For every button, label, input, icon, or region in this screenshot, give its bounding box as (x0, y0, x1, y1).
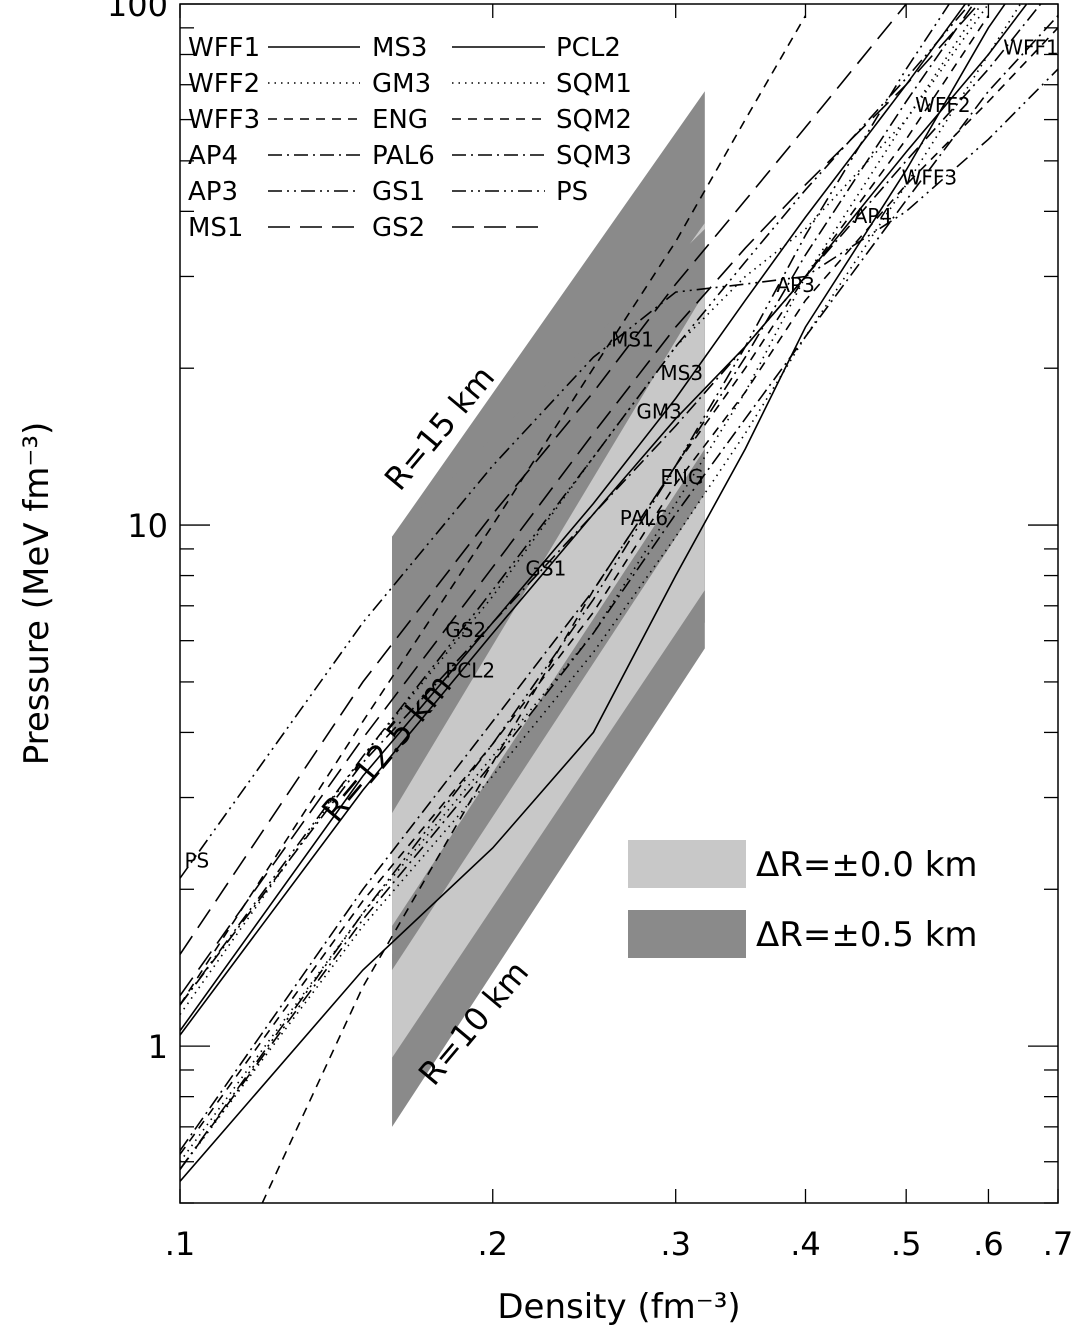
x-axis-title: Density (fm⁻³) (497, 1287, 740, 1327)
plot-frame (179, 3, 1059, 1204)
x-tick-label: .2 (477, 1225, 508, 1263)
band-inner-r-10-km (392, 493, 705, 1058)
curve-label-pcl2: PCL2 (445, 658, 495, 682)
legend-label-pal6: PAL6 (372, 141, 435, 171)
curves-layer (180, 4, 1058, 1203)
curve-label-ms1: MS1 (611, 328, 654, 352)
legend-label-eng: ENG (372, 105, 428, 135)
legend-label-gs1: GS1 (372, 177, 425, 207)
curve-ps (180, 68, 1058, 879)
x-tick-label: .7 (1043, 1225, 1074, 1263)
curve-label-wff1: WFF1 (1003, 35, 1059, 59)
bands-layer: R=15 kmR=12.5 kmR=10 km (314, 91, 705, 1127)
curve-wff3 (180, 27, 1058, 1155)
x-tick-label: .5 (891, 1225, 922, 1263)
band-legend-label: ΔR=±0.0 km (756, 845, 978, 885)
curve-gs1 (180, 4, 971, 1006)
legend-label-ap3: AP3 (188, 177, 238, 207)
curve-label-eng: ENG (660, 465, 703, 489)
curve-gs2 (180, 4, 980, 997)
curve-gm3 (180, 4, 990, 1015)
legend-label-ps: PS (556, 177, 588, 207)
legend-label-wff1: WFF1 (188, 33, 260, 63)
curve-ms1 (180, 4, 907, 955)
legend-label-ms3: MS3 (372, 33, 427, 63)
y-tick-label: 100 (107, 0, 168, 24)
curve-ms3 (180, 4, 967, 1032)
band-legend-swatch (628, 840, 746, 888)
curve-label-pal6: PAL6 (620, 506, 668, 530)
band-legend-swatch (628, 910, 746, 958)
ticks-layer: .1 .2 .3 .4 .5 .6 .7 1 10 100 (107, 0, 1073, 1263)
legend-label-gm3: GM3 (372, 69, 431, 99)
line-legend: WFF1 WFF2 WFF3 AP4 AP3 MS1 MS3 GM3 ENG PAL6 GS1 GS2… (188, 33, 632, 243)
legend-label-wff3: WFF3 (188, 105, 260, 135)
curve-label-ms3: MS3 (660, 361, 703, 385)
curve-wff1 (180, 4, 1006, 1182)
curve-label-wff2: WFF2 (915, 93, 971, 117)
curve-label-gs1: GS1 (525, 557, 566, 581)
legend-label-pcl2: PCL2 (556, 33, 621, 63)
curve-label-wff3: WFF3 (902, 166, 958, 190)
x-tick-label: .3 (660, 1225, 691, 1263)
y-tick-label: 10 (127, 507, 168, 545)
curve-ap4 (180, 4, 975, 1152)
legend-label-ms1: MS1 (188, 213, 243, 243)
legend-label-sqm3: SQM3 (556, 141, 632, 171)
legend-label-wff2: WFF2 (188, 69, 260, 99)
curve-sqm1 (180, 4, 1022, 1170)
curve-pcl2 (180, 4, 1028, 1036)
legend-label-gs2: GS2 (372, 213, 425, 243)
curve-sqm2 (180, 15, 807, 1006)
x-tick-label: .6 (973, 1225, 1004, 1263)
x-tick-label: .1 (165, 1225, 196, 1263)
curve-label-ap4: AP4 (854, 204, 892, 228)
curve-sqm3 (180, 4, 1042, 1006)
curve-label-gs2: GS2 (445, 618, 486, 642)
curve-eng (261, 15, 990, 1203)
band-legend: ΔR=±0.0 km ΔR=±0.5 km (628, 840, 978, 958)
curve-label-ps: PS (184, 849, 209, 873)
y-tick-label: 1 (148, 1028, 168, 1066)
curve-label-gm3: GM3 (636, 400, 681, 424)
legend-label-sqm2: SQM2 (556, 105, 632, 135)
curve-ap3 (180, 4, 951, 1170)
legend-label-ap4: AP4 (188, 141, 238, 171)
y-axis-title: Pressure (MeV fm⁻³) (17, 422, 57, 766)
curve-labels-layer: WFF1WFF2WFF3AP4AP3MS1MS3GM3ENGPAL6GS1GS2… (184, 35, 1058, 872)
legend-label-sqm1: SQM1 (556, 69, 632, 99)
curve-wff2 (180, 4, 983, 1163)
curve-pal6 (180, 15, 1058, 1170)
band-legend-label: ΔR=±0.5 km (756, 915, 978, 955)
x-tick-label: .4 (790, 1225, 821, 1263)
curve-label-ap3: AP3 (776, 273, 814, 297)
